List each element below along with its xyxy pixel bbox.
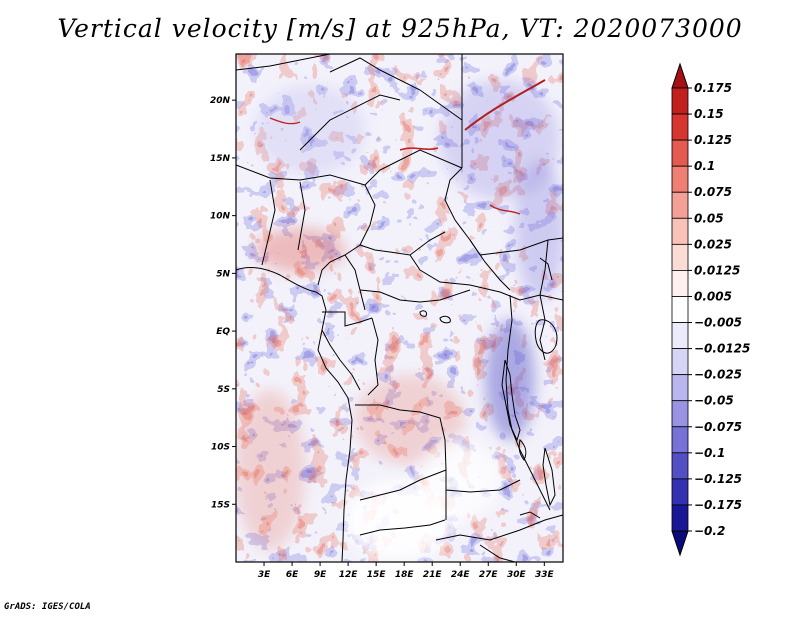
colorbar-segment [671, 270, 689, 297]
colorbar-segment [671, 374, 689, 402]
lon-tick-label: 30E [507, 570, 527, 580]
map-frame [235, 53, 564, 563]
map-title: Vertical velocity [m/s] at 925hPa, VT: 2… [57, 14, 743, 43]
lon-tick-label: 21E [423, 570, 443, 580]
colorbar-label: 0.0125 [694, 263, 740, 277]
latitude-axis: 20N 15N 10N 5N EQ 5S 10S 15S [210, 96, 236, 510]
colorbar-segment [671, 139, 689, 167]
colorbar-label: −0.005 [694, 316, 742, 330]
lat-tick-label: 5S [217, 385, 230, 395]
colorbar-segment [671, 165, 689, 193]
colorbar-min-triangle [671, 530, 689, 557]
colorbar-label: −0.175 [694, 498, 742, 512]
lat-tick-label: 5N [216, 269, 230, 279]
colorbar-label: −0.125 [694, 472, 742, 486]
lakes [419, 257, 558, 519]
colorbar-segment [671, 243, 689, 271]
lon-tick-label: 6E [286, 570, 299, 580]
colorbar-segment [671, 426, 689, 454]
colorbar-label: −0.05 [694, 394, 734, 408]
colorbar-label: −0.075 [694, 420, 742, 434]
colorbar-segment [671, 504, 689, 532]
colorbar-label: 0.075 [694, 185, 732, 199]
vertical-velocity-field [236, 54, 563, 562]
colorbar-segment [671, 296, 689, 323]
lat-tick-label: EQ [216, 327, 230, 337]
country-borders [236, 54, 563, 562]
colorbar-label: −0.025 [694, 368, 742, 382]
colorbar-max-triangle [671, 62, 689, 89]
colorbar-label: 0.125 [694, 133, 732, 147]
colorbar-label: 0.025 [694, 237, 732, 251]
grads-credit: GrADS: IGES/COLA [4, 602, 91, 612]
colorbar-segment [671, 87, 689, 115]
colorbar-label: −0.0125 [694, 342, 750, 356]
colorbar-segment [671, 478, 689, 506]
colorbar-segment [671, 400, 689, 428]
lat-tick-label: 10S [211, 443, 230, 453]
colorbar-segment [671, 217, 689, 245]
colorbar-segment [671, 191, 689, 219]
lon-tick-label: 18E [395, 570, 415, 580]
colorbar-label: 0.05 [694, 211, 724, 225]
colorbar-segment [671, 452, 689, 480]
lon-tick-label: 27E [479, 570, 499, 580]
colorbar-label: 0.005 [694, 289, 732, 303]
longitude-axis: 3E 6E 9E 12E 15E 18E 21E 24E 27E 30E 33E [258, 562, 555, 580]
colorbar-label: 0.15 [694, 107, 724, 121]
lat-tick-label: 20N [210, 96, 231, 106]
lat-tick-label: 15S [211, 500, 230, 510]
colorbar-segment [671, 322, 689, 349]
lat-tick-label: 15N [210, 154, 231, 164]
colorbar-label: −0.1 [694, 446, 725, 460]
lon-tick-label: 15E [367, 570, 387, 580]
lon-tick-label: 3E [258, 570, 271, 580]
lon-tick-label: 9E [314, 570, 327, 580]
colorbar-segment [671, 113, 689, 141]
lon-tick-label: 33E [535, 570, 555, 580]
colorbar-label: 0.175 [694, 81, 732, 95]
lat-tick-label: 10N [210, 212, 231, 222]
colorbar-segment [671, 348, 689, 376]
lon-tick-label: 12E [339, 570, 359, 580]
lon-tick-label: 24E [451, 570, 471, 580]
colorbar-label: 0.1 [694, 159, 715, 173]
colorbar: 0.175 0.15 0.125 0.1 0.075 0.05 0.025 0.0125 0.0… [671, 62, 750, 557]
colorbar-label: −0.2 [694, 524, 725, 538]
